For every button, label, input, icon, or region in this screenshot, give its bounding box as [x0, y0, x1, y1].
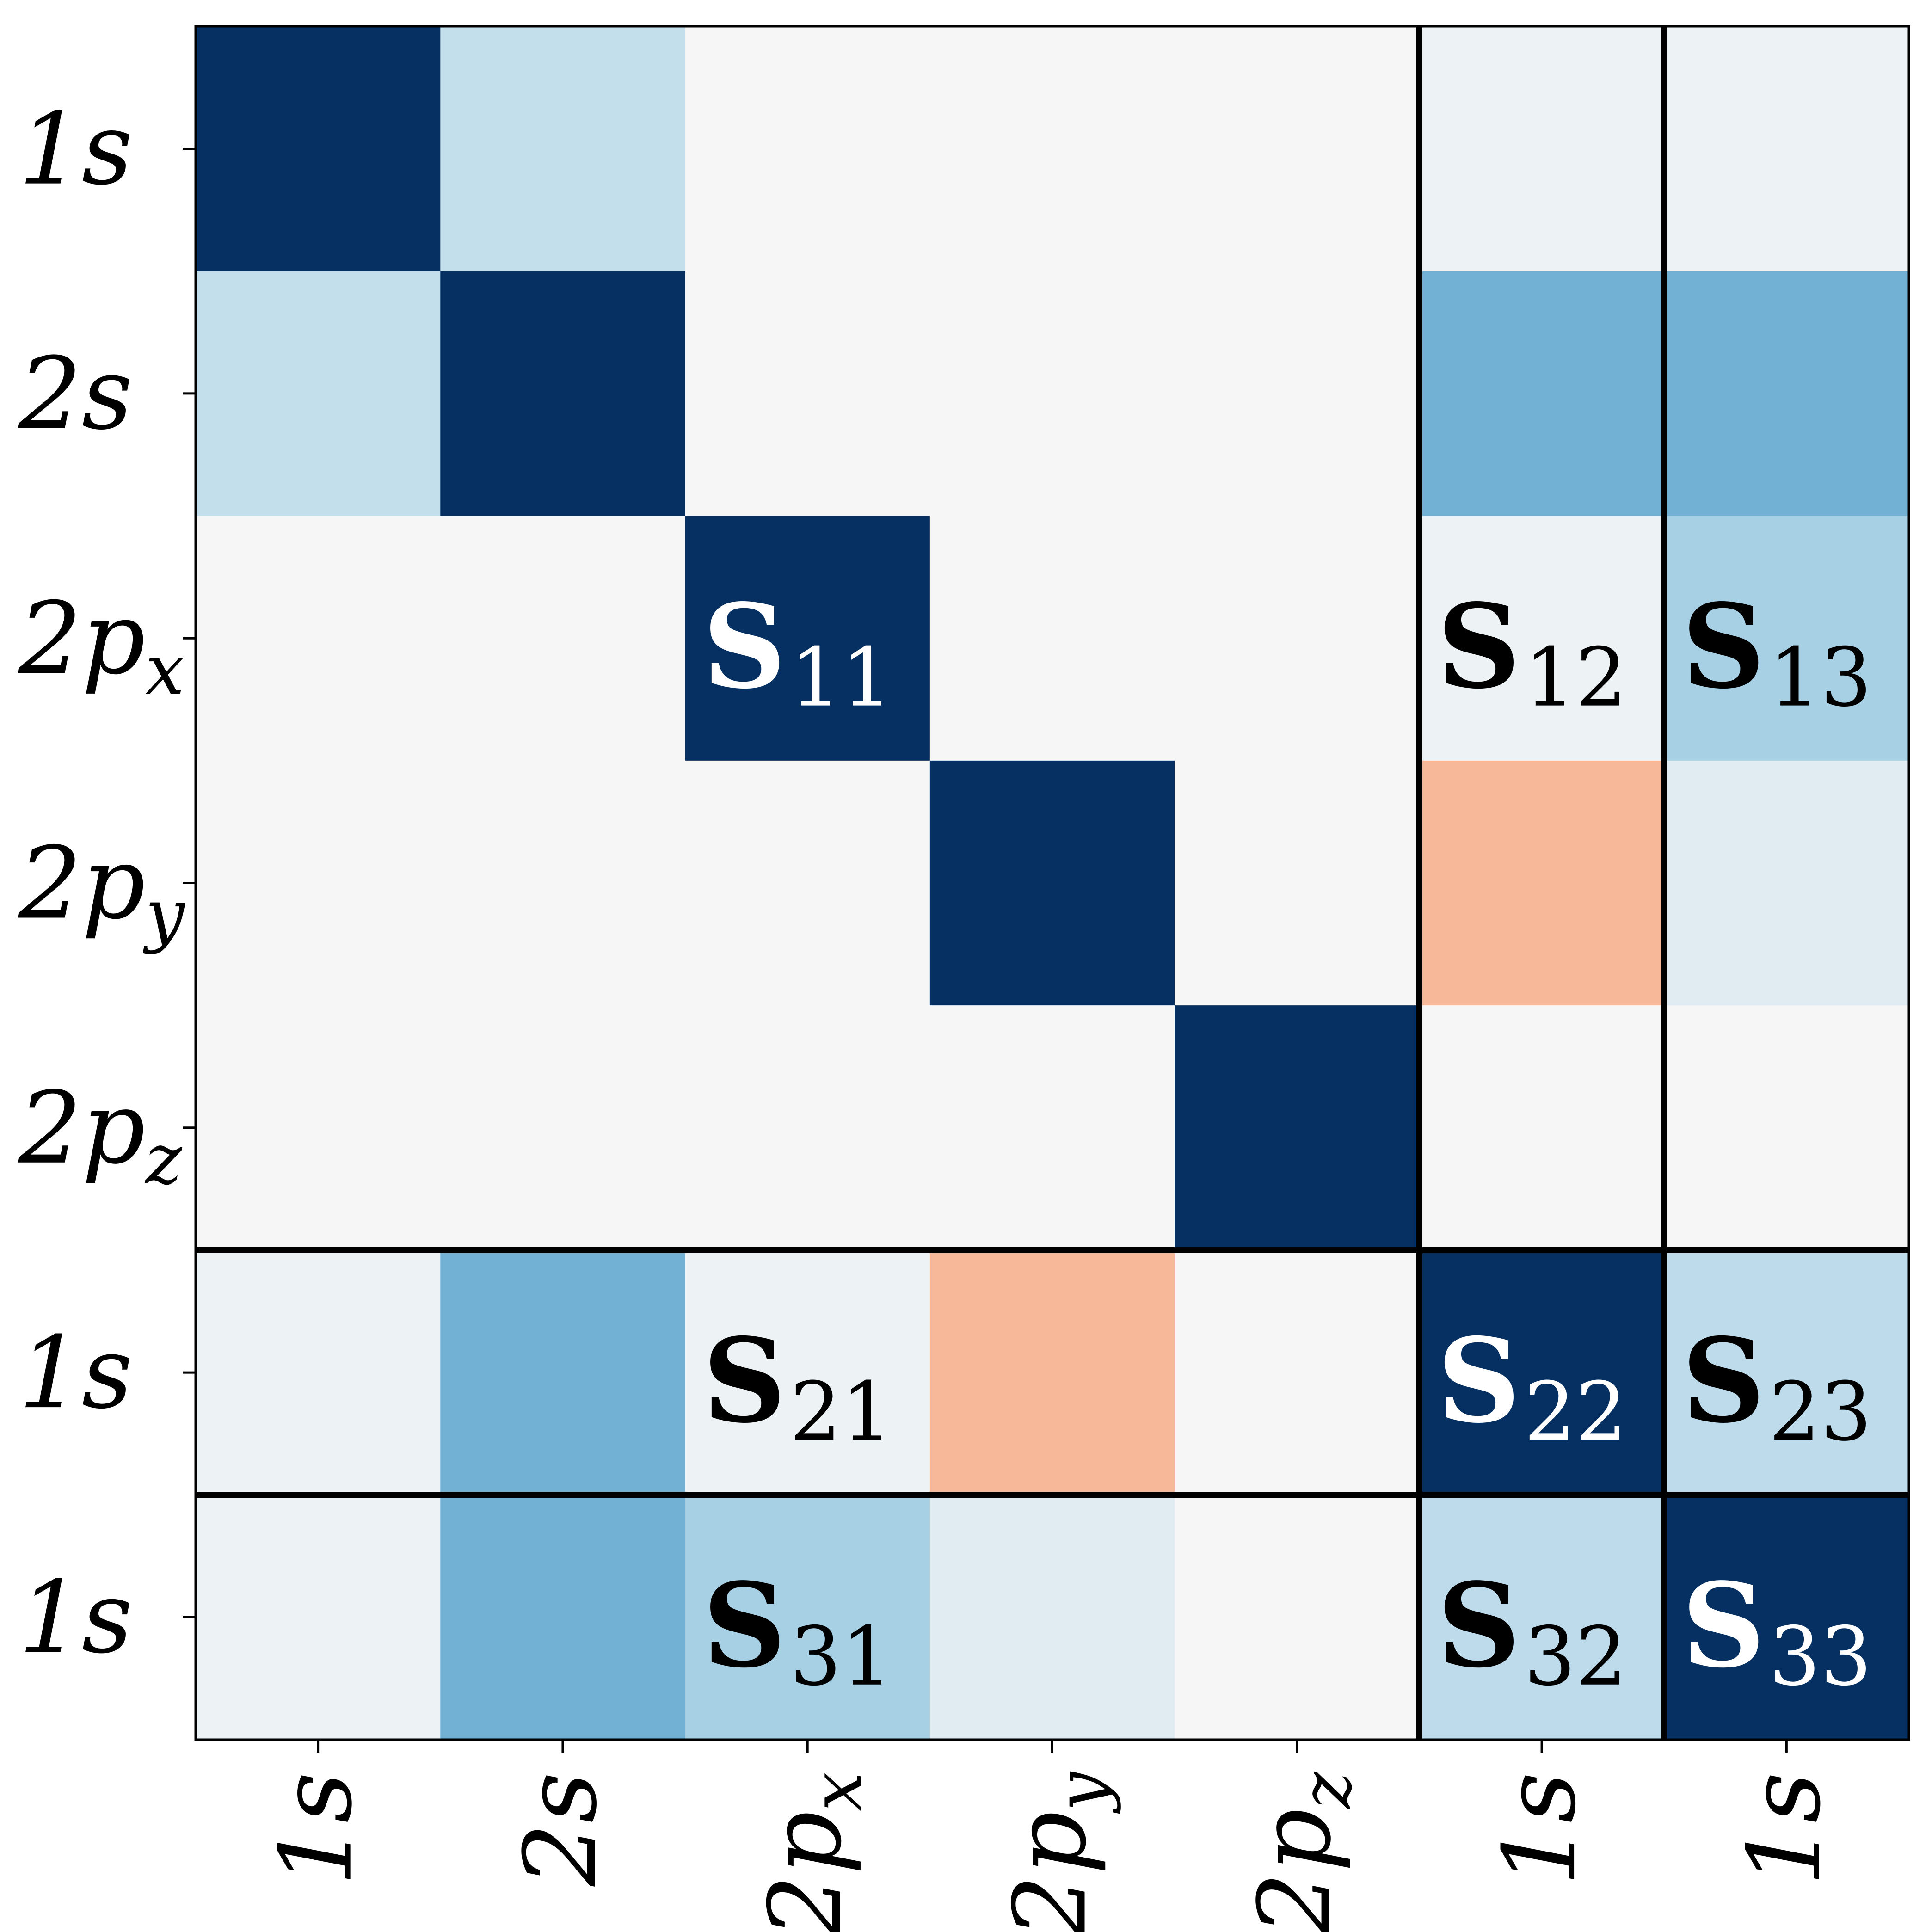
- heatmap-cell-r0-c6: [1664, 26, 1909, 271]
- heatmap-cell-r4-c4: [1175, 1005, 1420, 1251]
- x-tick-label-1: 2s: [503, 1772, 619, 1887]
- x-tick-label-0: 1s: [258, 1772, 374, 1886]
- heatmap-cell-r4-c1: [440, 1005, 686, 1251]
- heatmap-cell-r2-c1: [440, 516, 686, 761]
- heatmap-cell-r1-c5: [1419, 271, 1665, 517]
- block-label-s11: S11: [703, 578, 893, 725]
- heatmap-cell-r3-c5: [1419, 760, 1665, 1006]
- heatmap-cell-r3-c6: [1664, 760, 1909, 1006]
- x-axis-ticks: 1s 2s 2px 2py 2pz 1s 1s: [258, 1740, 1842, 1932]
- heatmap-cell-r5-c5: [1419, 1250, 1665, 1495]
- x-tick-label-5: 1s: [1482, 1772, 1598, 1886]
- y-tick-label-3: 2py: [18, 825, 185, 955]
- heatmap-cell-r4-c5: [1419, 1005, 1665, 1251]
- x-tick-label-6: 1s: [1726, 1772, 1842, 1886]
- block-label-s32: S32: [1437, 1557, 1627, 1704]
- heatmap-cell-r0-c2: [685, 26, 930, 271]
- heatmap-cell-r4-c2: [685, 1005, 930, 1251]
- heatmap-cells: [196, 26, 1909, 1740]
- heatmap-cell-r2-c0: [196, 516, 441, 761]
- heatmap-cell-r6-c3: [929, 1495, 1175, 1740]
- heatmap-cell-r0-c0: [196, 26, 441, 271]
- heatmap-cell-r5-c6: [1664, 1250, 1909, 1495]
- heatmap-cell-r6-c6: [1664, 1495, 1909, 1740]
- heatmap-cell-r3-c4: [1175, 760, 1420, 1006]
- y-tick-label-2: 2px: [18, 580, 185, 710]
- heatmap-cell-r3-c1: [440, 760, 686, 1006]
- heatmap-cell-r0-c5: [1419, 26, 1665, 271]
- x-tick-label-3: 2py: [992, 1771, 1122, 1932]
- x-tick-label-4: 2pz: [1237, 1772, 1367, 1932]
- heatmap-cell-r1-c4: [1175, 271, 1420, 517]
- block-label-s13: S13: [1682, 578, 1872, 725]
- heatmap-cell-r5-c2: [685, 1250, 930, 1495]
- x-tick-label-2: 2px: [747, 1772, 877, 1932]
- block-label-s33: S33: [1682, 1557, 1872, 1704]
- heatmap-cell-r3-c2: [685, 760, 930, 1006]
- heatmap-cell-r1-c2: [685, 271, 930, 517]
- block-label-s12: S12: [1437, 578, 1627, 725]
- heatmap-cell-r5-c1: [440, 1250, 686, 1495]
- heatmap-cell-r2-c6: [1664, 516, 1909, 761]
- heatmap-cell-r4-c0: [196, 1005, 441, 1251]
- heatmap-cell-r2-c5: [1419, 516, 1665, 761]
- heatmap-cell-r0-c4: [1175, 26, 1420, 271]
- heatmap-cell-r4-c6: [1664, 1005, 1909, 1251]
- heatmap-cell-r6-c0: [196, 1495, 441, 1740]
- y-axis-ticks: 1s 2s 2px 2py 2pz 1s 1s: [18, 91, 196, 1675]
- block-dividers: [196, 26, 1909, 1740]
- heatmap-cell-r0-c1: [440, 26, 686, 271]
- block-label-s21: S21: [703, 1312, 893, 1459]
- heatmap-cell-r6-c2: [685, 1495, 930, 1740]
- heatmap-cell-r1-c3: [929, 271, 1175, 517]
- block-labels: S11 S12 S13 S21 S22 S23 S31 S32 S33: [703, 578, 1872, 1704]
- heatmap-cell-r5-c3: [929, 1250, 1175, 1495]
- block-label-s22: S22: [1437, 1312, 1627, 1459]
- heatmap-cell-r2-c2: [685, 516, 930, 761]
- heatmap-cell-r1-c6: [1664, 271, 1909, 517]
- heatmap-cell-r0-c3: [929, 26, 1175, 271]
- y-tick-label-1: 2s: [18, 336, 133, 452]
- heatmap-cell-r6-c5: [1419, 1495, 1665, 1740]
- heatmap-cell-r6-c1: [440, 1495, 686, 1740]
- heatmap-cell-r1-c0: [196, 271, 441, 517]
- heatmap-cell-r2-c4: [1175, 516, 1420, 761]
- y-tick-label-4: 2pz: [18, 1070, 182, 1200]
- y-tick-label-5: 1s: [18, 1315, 133, 1431]
- heatmap-cell-r4-c3: [929, 1005, 1175, 1251]
- heatmap-cell-r5-c0: [196, 1250, 441, 1495]
- block-label-s31: S31: [703, 1557, 893, 1704]
- heatmap-cell-r5-c4: [1175, 1250, 1420, 1495]
- heatmap-cell-r2-c3: [929, 516, 1175, 761]
- y-tick-label-0: 1s: [18, 91, 133, 207]
- y-tick-label-6: 1s: [18, 1559, 133, 1675]
- heatmap-cell-r3-c3: [929, 760, 1175, 1006]
- block-label-s23: S23: [1682, 1312, 1872, 1459]
- heatmap-cell-r1-c1: [440, 271, 686, 517]
- heatmap-cell-r3-c0: [196, 760, 441, 1006]
- heatmap-cell-r6-c4: [1175, 1495, 1420, 1740]
